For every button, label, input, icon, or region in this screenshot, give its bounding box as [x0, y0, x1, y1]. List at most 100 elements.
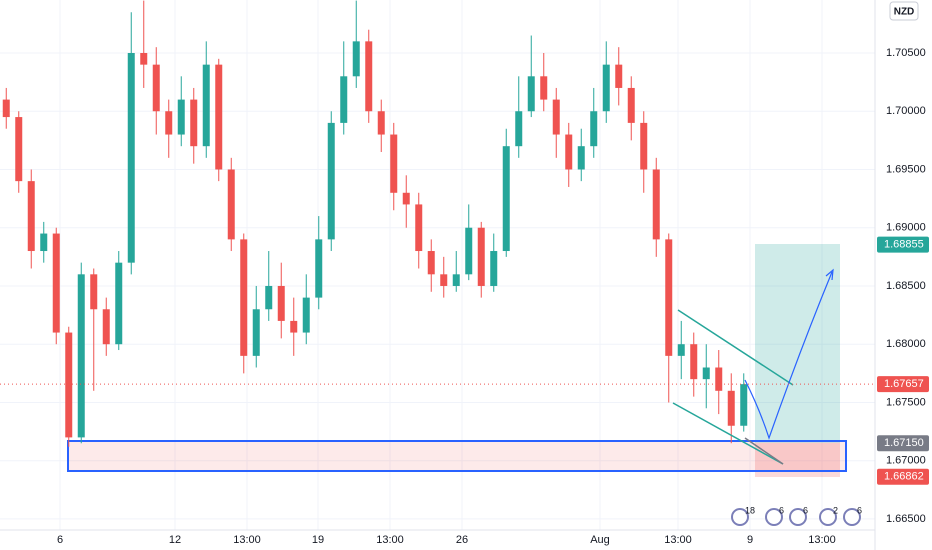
candle-body — [627, 87, 635, 123]
y-tick-label: 1.67500 — [886, 396, 926, 408]
price-tag-box — [877, 376, 929, 393]
currency-box — [889, 1, 919, 21]
candle-body — [540, 76, 548, 100]
candle-body — [615, 64, 623, 88]
x-tick-label: 19 — [312, 534, 324, 546]
arrow-head — [825, 268, 834, 281]
candle-body — [577, 146, 585, 170]
y-tick-label: 1.68500 — [886, 280, 926, 292]
x-tick-label: 26 — [456, 534, 468, 546]
candle-body — [127, 53, 135, 263]
candle-body — [27, 181, 35, 252]
y-tick-label: 1.68000 — [886, 338, 926, 350]
candle-body — [140, 53, 148, 65]
candle-body — [440, 274, 448, 286]
event-icon — [819, 508, 837, 526]
candle-body — [352, 41, 360, 77]
candle-body — [502, 146, 510, 252]
price-tag-box — [877, 435, 929, 452]
candle-body — [165, 111, 173, 135]
candle-body — [527, 76, 535, 112]
x-tick-label: 13:00 — [233, 534, 261, 546]
event-count: 6 — [779, 505, 784, 515]
candle-body — [115, 262, 123, 345]
event-icon — [731, 508, 749, 526]
price-tag: 1.67657 — [877, 376, 929, 393]
candle-body — [427, 251, 435, 275]
y-tick-label: 1.70500 — [886, 47, 926, 59]
candle-body — [565, 134, 573, 170]
candle-body — [265, 285, 273, 310]
candle-body — [477, 227, 485, 286]
channel-bottom — [672, 402, 784, 465]
channel-ext — [744, 437, 784, 465]
price-tag-label: 1.67150 — [884, 437, 924, 449]
candle-body — [677, 344, 685, 356]
x-tick-label: 12 — [169, 534, 181, 546]
price-tag-label: 1.68855 — [884, 239, 924, 251]
price-tag: 1.66862 — [877, 468, 929, 485]
candle-body — [490, 251, 498, 286]
candle-body — [365, 41, 373, 112]
y-tick-label: 1.67000 — [886, 455, 926, 467]
price-tag-box — [877, 468, 929, 485]
candle-body — [402, 192, 410, 205]
x-tick-label: 13:00 — [664, 534, 692, 546]
y-tick-label: 1.69000 — [886, 222, 926, 234]
event-count: 6 — [857, 505, 862, 515]
event-icon — [765, 508, 783, 526]
x-tick-label: 9 — [747, 534, 753, 546]
candle-body — [715, 367, 723, 391]
candle-body — [602, 64, 610, 112]
candle-body — [90, 274, 98, 310]
candle-body — [102, 309, 110, 345]
candle-body — [277, 285, 285, 321]
event-count: 6 — [803, 505, 808, 515]
candle-body — [727, 390, 735, 426]
projection-arrow — [744, 271, 833, 440]
candle-body — [15, 117, 23, 182]
candle-body — [702, 367, 710, 380]
candle-body — [465, 227, 473, 275]
y-tick-label: 1.69500 — [886, 163, 926, 175]
x-tick-label: 13:00 — [376, 534, 404, 546]
candle-body — [202, 64, 210, 147]
candle-body — [652, 169, 660, 240]
y-tick-label: 1.70000 — [886, 105, 926, 117]
candle-body — [315, 239, 323, 298]
candle-body — [552, 99, 560, 135]
price-tag: 1.68855 — [877, 236, 929, 253]
event-icon — [789, 508, 807, 526]
candle-body — [515, 111, 523, 147]
price-tag-label: 1.66862 — [884, 471, 924, 483]
candle-body — [240, 239, 248, 356]
candle-body — [340, 76, 348, 123]
candle-body — [377, 111, 385, 135]
candle-body — [290, 320, 298, 333]
price-tag: 1.67150 — [877, 435, 929, 452]
candle-body — [452, 274, 460, 286]
event-count: 18 — [745, 505, 755, 515]
x-tick-label: 13:00 — [808, 534, 836, 546]
candle-body — [215, 64, 223, 170]
candle-body — [415, 204, 423, 252]
support-zone — [67, 440, 847, 472]
channel-top — [677, 309, 794, 386]
candle-body — [65, 332, 73, 438]
target-zone — [755, 244, 840, 443]
candle-body — [740, 384, 748, 426]
candles — [2, 0, 748, 447]
candle-body — [302, 297, 310, 333]
x-tick-label: Aug — [590, 534, 610, 546]
candle-body — [640, 122, 648, 170]
candle-body — [2, 99, 10, 118]
candle-body — [40, 233, 48, 252]
candle-body — [590, 111, 598, 147]
candle-body — [690, 344, 698, 380]
x-tick-label: 6 — [57, 534, 63, 546]
candle-body — [190, 99, 198, 147]
candle-body — [152, 64, 160, 112]
price-tag-label: 1.67657 — [884, 378, 924, 390]
candle-body — [227, 169, 235, 240]
